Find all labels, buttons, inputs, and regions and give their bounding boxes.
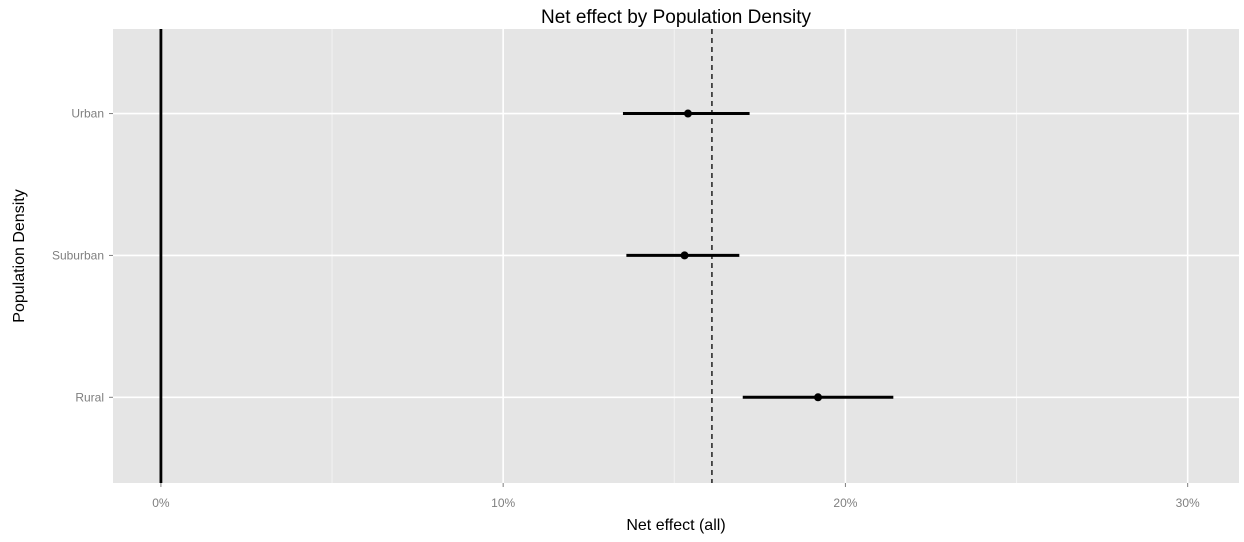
x-tick-label: 0% (152, 496, 170, 510)
y-tick-label: Rural (75, 390, 104, 404)
y-tick-label: Suburban (52, 248, 104, 262)
x-tick-label: 30% (1176, 496, 1200, 510)
x-tick-label: 10% (491, 496, 515, 510)
y-axis-title: Population Density (11, 189, 28, 322)
point-estimate-suburban (680, 251, 689, 260)
data-marks (622, 109, 894, 402)
point-estimate-urban (683, 109, 692, 118)
point-estimate-rural (814, 393, 823, 402)
y-tick-label: Urban (71, 107, 104, 121)
chart-title: Net effect by Population Density (541, 7, 812, 28)
x-tick-label: 20% (833, 496, 857, 510)
x-axis-title: Net effect (all) (626, 517, 725, 534)
axes: 0% 10% 20% 30% Urban Suburban Rural (52, 107, 1200, 510)
